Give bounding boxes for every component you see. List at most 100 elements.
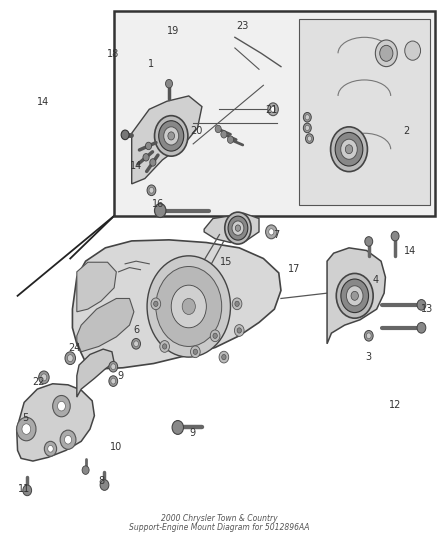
Text: 6: 6 bbox=[133, 326, 139, 335]
Circle shape bbox=[154, 116, 187, 156]
Circle shape bbox=[340, 279, 368, 312]
Circle shape bbox=[350, 292, 357, 300]
Circle shape bbox=[305, 134, 313, 143]
Circle shape bbox=[234, 325, 244, 336]
Circle shape bbox=[65, 352, 75, 365]
Circle shape bbox=[221, 354, 226, 360]
Circle shape bbox=[23, 485, 32, 496]
Circle shape bbox=[64, 435, 71, 444]
Circle shape bbox=[67, 354, 73, 362]
Circle shape bbox=[232, 221, 244, 236]
Circle shape bbox=[44, 441, 57, 456]
Circle shape bbox=[268, 229, 273, 235]
Text: 2000 Chrysler Town & Country: 2000 Chrysler Town & Country bbox=[161, 514, 277, 522]
Circle shape bbox=[155, 266, 221, 346]
Circle shape bbox=[110, 378, 116, 384]
Polygon shape bbox=[298, 19, 429, 205]
Polygon shape bbox=[72, 240, 280, 369]
Circle shape bbox=[265, 225, 276, 239]
Circle shape bbox=[227, 136, 233, 143]
Text: 14: 14 bbox=[403, 246, 416, 255]
Circle shape bbox=[224, 212, 251, 244]
Circle shape bbox=[147, 256, 230, 357]
Circle shape bbox=[416, 300, 425, 310]
Circle shape bbox=[159, 121, 184, 151]
Polygon shape bbox=[204, 213, 258, 243]
Circle shape bbox=[304, 115, 309, 120]
Circle shape bbox=[365, 333, 370, 339]
Text: 9: 9 bbox=[189, 428, 195, 438]
Circle shape bbox=[345, 145, 352, 154]
Circle shape bbox=[48, 446, 53, 452]
Circle shape bbox=[60, 430, 76, 449]
Circle shape bbox=[364, 237, 372, 246]
Circle shape bbox=[82, 466, 89, 474]
Circle shape bbox=[210, 330, 219, 342]
Circle shape bbox=[39, 371, 49, 384]
Circle shape bbox=[336, 273, 372, 318]
Circle shape bbox=[346, 286, 362, 306]
Circle shape bbox=[335, 132, 362, 166]
Circle shape bbox=[154, 204, 166, 217]
Text: 23: 23 bbox=[236, 21, 248, 30]
Text: 12: 12 bbox=[388, 400, 400, 410]
Circle shape bbox=[390, 231, 398, 241]
Text: 17: 17 bbox=[287, 264, 300, 274]
Circle shape bbox=[190, 346, 200, 358]
Circle shape bbox=[267, 103, 278, 116]
Circle shape bbox=[404, 41, 420, 60]
Text: 21: 21 bbox=[265, 106, 277, 115]
Polygon shape bbox=[77, 349, 114, 397]
Text: 2: 2 bbox=[402, 126, 408, 135]
Text: 11: 11 bbox=[18, 484, 30, 494]
Circle shape bbox=[162, 344, 166, 349]
Circle shape bbox=[149, 159, 155, 166]
Circle shape bbox=[22, 424, 31, 434]
Circle shape bbox=[153, 301, 158, 306]
Circle shape bbox=[109, 361, 117, 372]
Circle shape bbox=[340, 139, 357, 159]
Circle shape bbox=[303, 123, 311, 133]
Circle shape bbox=[212, 333, 217, 338]
Circle shape bbox=[237, 328, 241, 333]
Circle shape bbox=[110, 364, 116, 370]
Circle shape bbox=[143, 154, 149, 161]
Text: 10: 10 bbox=[110, 442, 122, 451]
Circle shape bbox=[220, 131, 226, 138]
Text: 14: 14 bbox=[130, 161, 142, 171]
Circle shape bbox=[163, 127, 178, 145]
Circle shape bbox=[364, 330, 372, 341]
Text: 22: 22 bbox=[32, 377, 45, 387]
Circle shape bbox=[182, 298, 195, 314]
Text: 18: 18 bbox=[107, 50, 119, 59]
Circle shape bbox=[193, 349, 197, 354]
Circle shape bbox=[416, 322, 425, 333]
Circle shape bbox=[131, 338, 140, 349]
Text: 19: 19 bbox=[167, 26, 179, 36]
Circle shape bbox=[330, 127, 367, 172]
Circle shape bbox=[53, 395, 70, 417]
Circle shape bbox=[57, 401, 65, 411]
Circle shape bbox=[235, 225, 240, 231]
Text: 14: 14 bbox=[37, 98, 49, 107]
Polygon shape bbox=[77, 298, 134, 352]
Text: 16: 16 bbox=[152, 199, 164, 208]
Circle shape bbox=[159, 341, 169, 352]
Text: 3: 3 bbox=[365, 352, 371, 362]
Circle shape bbox=[379, 45, 392, 61]
Polygon shape bbox=[131, 96, 201, 184]
Circle shape bbox=[100, 480, 109, 490]
Text: 4: 4 bbox=[371, 275, 378, 285]
Bar bbox=[114, 11, 434, 216]
Text: 9: 9 bbox=[117, 371, 124, 381]
Circle shape bbox=[133, 341, 138, 346]
Polygon shape bbox=[77, 262, 116, 312]
Circle shape bbox=[17, 417, 36, 441]
Circle shape bbox=[234, 301, 239, 306]
Circle shape bbox=[151, 298, 160, 310]
Text: Support-Engine Mount Diagram for 5012896AA: Support-Engine Mount Diagram for 5012896… bbox=[129, 523, 309, 532]
Text: 24: 24 bbox=[68, 343, 81, 352]
Circle shape bbox=[172, 421, 183, 434]
Circle shape bbox=[148, 187, 153, 193]
Text: 7: 7 bbox=[273, 230, 279, 239]
